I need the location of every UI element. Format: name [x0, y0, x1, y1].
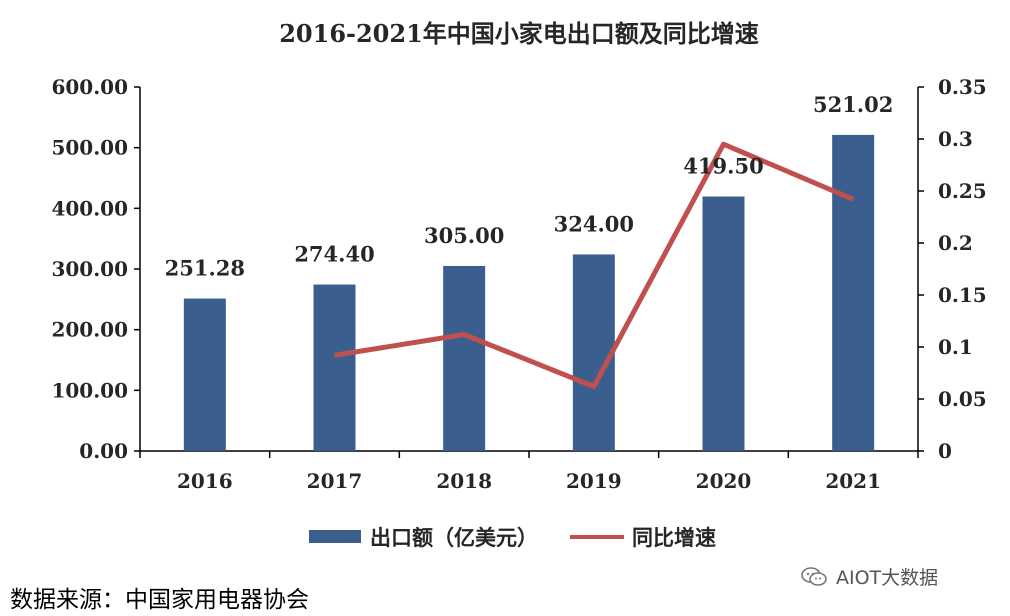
axes: 0.00 100.00 200.00 300.00 400.00 500.00 600.00… [51, 75, 986, 493]
y-left-tick-label: 600.00 [51, 75, 128, 99]
chart-title: 2016-2021年中国小家电出口额及同比增速 [279, 19, 759, 48]
y-left-tick-label: 500.00 [51, 136, 128, 160]
bar-data-label: 274.40 [294, 242, 374, 267]
y-left-tick-label: 200.00 [51, 318, 128, 342]
bar [572, 254, 615, 451]
line-series [334, 141, 855, 390]
bar-data-label: 419.50 [683, 154, 763, 179]
bar-data-label: 324.00 [554, 211, 634, 236]
x-tick-label: 2021 [825, 469, 881, 493]
bar [183, 298, 226, 451]
bar-data-label: 521.02 [813, 92, 893, 117]
y-right-tick-label: 0 [938, 439, 952, 463]
bar [832, 134, 875, 451]
x-tick-label: 2017 [307, 469, 363, 493]
bar-data-label: 251.28 [165, 256, 245, 281]
y-right-tick-label: 0.1 [938, 335, 973, 359]
source-note: 数据来源：中国家用电器协会 [10, 587, 309, 613]
bar [702, 196, 745, 451]
y-left-tick-label: 400.00 [51, 196, 128, 220]
bar-series [183, 134, 875, 451]
data-labels: 251.28 274.40 305.00 324.00 419.50 521.02 [165, 92, 894, 281]
y-right-tick-label: 0.05 [938, 387, 987, 411]
bar [313, 284, 356, 451]
watermark-text: AIOT大数据 [836, 567, 939, 589]
legend-line-label: 同比增速 [632, 525, 716, 550]
watermark: AIOT大数据 [800, 563, 938, 590]
bar [443, 265, 486, 451]
legend-bar-swatch [309, 530, 361, 543]
y-right-tick-label: 0.3 [938, 127, 973, 151]
x-tick-label: 2018 [436, 469, 492, 493]
y-right-tick-label: 0.2 [938, 231, 973, 255]
x-tick-label: 2016 [177, 469, 233, 493]
y-right-tick-label: 0.35 [938, 75, 987, 99]
y-right-tick-label: 0.25 [938, 179, 987, 203]
wechat-icon [801, 566, 827, 586]
x-tick-label: 2020 [696, 469, 752, 493]
legend-bar-label: 出口额（亿美元） [370, 525, 538, 550]
y-right-tick-label: 0.15 [938, 283, 987, 307]
x-tick-label: 2019 [566, 469, 622, 493]
y-left-tick-label: 300.00 [51, 257, 128, 281]
legend: 出口额（亿美元） 同比增速 [309, 525, 716, 550]
y-left-tick-label: 100.00 [51, 378, 128, 402]
growth-line [334, 141, 855, 390]
y-left-tick-label: 0.00 [79, 439, 128, 463]
bar-data-label: 305.00 [424, 223, 504, 248]
